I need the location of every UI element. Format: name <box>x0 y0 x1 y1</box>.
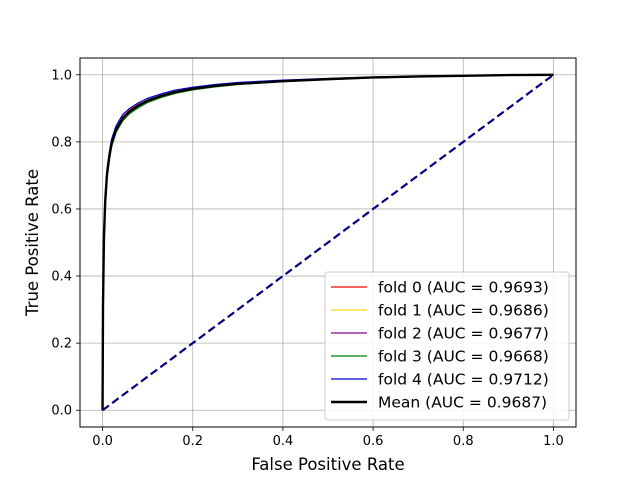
legend-label-4: fold 4 (AUC = 0.9712) <box>378 371 549 389</box>
x-axis-label: False Positive Rate <box>251 455 404 474</box>
x-tick-label: 0.4 <box>273 434 294 449</box>
legend: fold 0 (AUC = 0.9693) fold 1 (AUC = 0.968… <box>324 271 570 421</box>
ticks: 0.0 0.2 0.4 0.6 0.8 1.0 0.0 0.2 0.4 0.6 0.8 1.0 <box>51 68 563 449</box>
y-tick-label: 0.8 <box>51 135 72 150</box>
series-lines <box>101 73 555 412</box>
x-tick-label: 0.8 <box>453 434 474 449</box>
y-tick-label: 1.0 <box>51 68 72 83</box>
x-tick-label: 0.2 <box>182 434 203 449</box>
x-tick-label: 0.6 <box>363 434 384 449</box>
plot-frame <box>79 57 577 428</box>
legend-label-1: fold 1 (AUC = 0.9686) <box>378 302 549 320</box>
legend-label-5: Mean (AUC = 0.9687) <box>378 394 547 412</box>
y-tick-label: 0.4 <box>51 270 72 285</box>
legend-label-2: fold 2 (AUC = 0.9677) <box>378 325 549 343</box>
legend-label-3: fold 3 (AUC = 0.9668) <box>378 348 549 366</box>
series-line-5 <box>101 73 554 411</box>
x-tick-label: 1.0 <box>543 434 564 449</box>
x-tick-label: 0.0 <box>92 434 113 449</box>
legend-box <box>324 271 570 421</box>
y-tick-label: 0.0 <box>51 404 72 419</box>
reference-diagonal-line <box>101 73 555 412</box>
legend-label-0: fold 0 (AUC = 0.9693) <box>378 279 549 297</box>
y-tick-label: 0.6 <box>51 202 72 217</box>
y-axis-label: True Positive Rate <box>23 169 42 317</box>
y-tick-label: 0.2 <box>51 337 72 352</box>
